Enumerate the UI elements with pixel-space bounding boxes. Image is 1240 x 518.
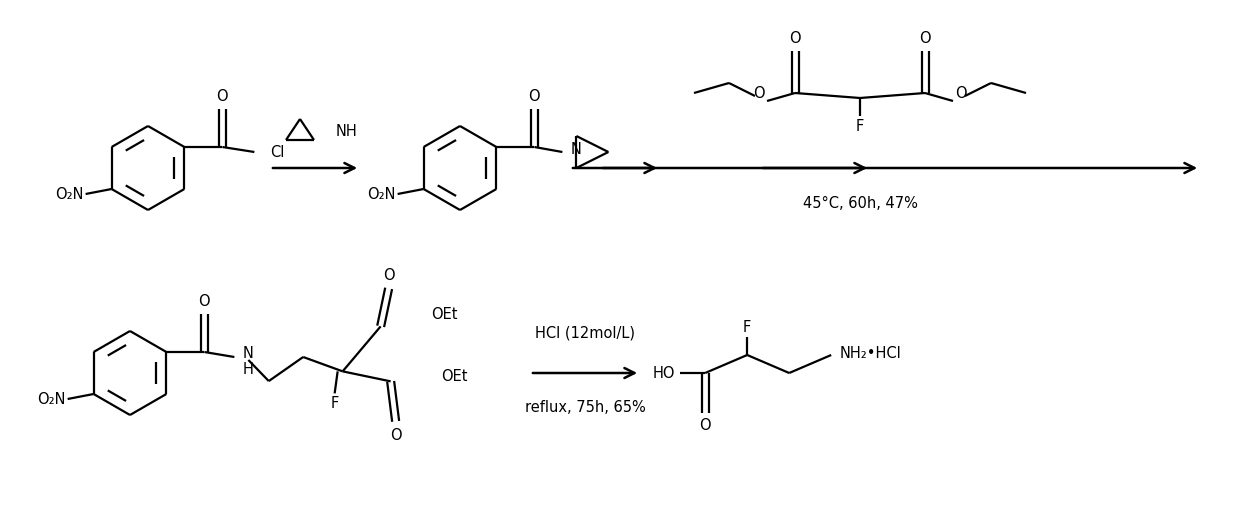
Text: N: N — [242, 346, 253, 361]
Text: O: O — [217, 89, 228, 104]
Text: O₂N: O₂N — [55, 186, 83, 202]
Text: HO: HO — [652, 366, 675, 381]
Text: O₂N: O₂N — [37, 392, 66, 407]
Text: F: F — [856, 119, 864, 134]
Text: 45°C, 60h, 47%: 45°C, 60h, 47% — [802, 195, 918, 210]
Text: OEt: OEt — [440, 369, 467, 384]
Text: O: O — [955, 85, 967, 100]
Text: N: N — [570, 141, 582, 156]
Text: O: O — [919, 31, 931, 46]
Text: F: F — [331, 396, 339, 411]
Text: HCl (12mol/L): HCl (12mol/L) — [534, 325, 635, 340]
Text: reflux, 75h, 65%: reflux, 75h, 65% — [525, 400, 645, 415]
Text: O: O — [699, 419, 711, 434]
Text: O: O — [528, 89, 541, 104]
Text: O: O — [383, 268, 394, 283]
Text: F: F — [743, 320, 751, 335]
Text: O: O — [753, 85, 765, 100]
Text: O: O — [198, 294, 211, 309]
Text: O: O — [389, 428, 402, 443]
Text: NH₂•HCl: NH₂•HCl — [839, 346, 901, 361]
Text: Cl: Cl — [270, 145, 285, 160]
Text: NH: NH — [336, 123, 358, 138]
Text: H: H — [242, 362, 253, 377]
Text: O₂N: O₂N — [367, 186, 396, 202]
Text: O: O — [789, 31, 801, 46]
Text: OEt: OEt — [430, 307, 458, 322]
